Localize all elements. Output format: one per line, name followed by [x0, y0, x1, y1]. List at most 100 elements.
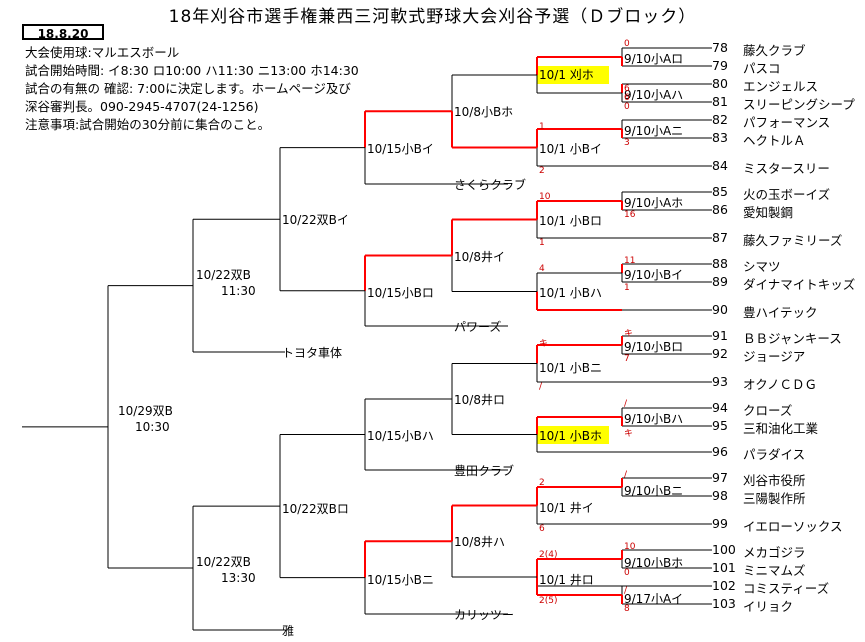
team-name: 藤久ファミリーズ [743, 233, 843, 248]
team-name: 三和油化工業 [743, 421, 819, 436]
team-number: 85 [712, 184, 728, 199]
match-label-r2: 10/1 小Bニ [539, 361, 602, 375]
team-number: 88 [712, 256, 728, 271]
team-name: ミスタースリー [743, 161, 830, 176]
team-name: イリョク [743, 599, 794, 614]
team-name: 火の玉ボーイズ [743, 187, 831, 202]
match-time-r6: 13:30 [221, 571, 256, 585]
team-name: 三陽製作所 [743, 491, 806, 506]
match-label-r1: 9/10小Bロ [624, 340, 684, 354]
team-name: ジョージア [743, 349, 806, 364]
score-mark: 7 [624, 354, 630, 364]
team-name: オクノＣＤＧ [743, 377, 818, 392]
team-name: 藤久クラブ [743, 43, 806, 58]
team-number: 94 [712, 400, 728, 415]
team-name: スリーピングシープ [743, 97, 855, 112]
match-label-r1: 9/10小Bホ [624, 556, 684, 570]
score-mark: 2(5) [539, 596, 558, 606]
info-start-time: 試合開始時間: イ8:30 ロ10:00 ハ11:30 ニ13:00 ホ14:3… [25, 63, 359, 78]
score-mark: / [624, 586, 628, 596]
team-number: 90 [712, 302, 728, 317]
score-mark: 10 [624, 542, 636, 552]
match-label-r6: 10/22双B [196, 555, 251, 569]
team-number: 78 [712, 40, 728, 55]
team-name: メカゴジラ [743, 545, 806, 560]
team-number: 82 [712, 112, 728, 127]
match-label-r2: 10/1 小Bイ [539, 142, 602, 156]
score-mark: 4 [539, 264, 545, 274]
team-number: 86 [712, 202, 728, 217]
score-mark: 16 [624, 210, 636, 220]
team-name: ミニマムズ [743, 563, 806, 578]
team-number: 100 [712, 542, 736, 557]
match-label-r2: 10/1 小Bハ [539, 286, 602, 300]
score-mark: 1 [539, 238, 545, 248]
match-label-r1: 9/10小Aハ [624, 88, 684, 102]
score-mark: 2 [539, 166, 545, 176]
match-label-r4: 10/15小Bロ [367, 286, 434, 300]
score-mark: 1 [539, 122, 545, 132]
team-name: エンジェルス [743, 79, 819, 94]
match-label-r1: 9/10小Bイ [624, 268, 684, 282]
match-label-r2: 10/1 小Bロ [539, 214, 602, 228]
seed-team-name: カリッツー [454, 608, 515, 622]
match-label-r3: 10/8井ロ [454, 393, 505, 407]
match-label-r1: 9/17小Aイ [624, 592, 684, 606]
team-number: 101 [712, 560, 736, 575]
team-number: 92 [712, 346, 728, 361]
date-stamp: 18.8.20 [22, 24, 104, 41]
team-name: シマツ [743, 259, 781, 274]
team-number: 102 [712, 578, 736, 593]
team-name: パスコ [743, 61, 781, 76]
team-number: 97 [712, 470, 728, 485]
info-notice: 注意事項:試合開始の30分前に集合のこと。 [25, 117, 271, 132]
score-mark: 0 [624, 39, 630, 49]
score-mark: / [539, 382, 543, 392]
seed-team-name: さくらクラブ [454, 178, 527, 192]
team-name: パラダイス [743, 447, 806, 462]
match-label-r2: 10/1 井ロ [539, 573, 594, 587]
team-name: ダイナマイトキッズ [743, 277, 856, 292]
score-mark: 11 [624, 256, 636, 266]
match-time-final: 10:30 [135, 420, 170, 434]
team-name: 豊ハイテック [743, 305, 818, 320]
score-mark: 10 [539, 192, 551, 202]
score-mark: 0 [624, 568, 630, 578]
team-name: ヘクトルＡ [743, 133, 806, 148]
match-label-r5: 10/22双Bロ [282, 502, 349, 516]
team-number: 83 [712, 130, 728, 145]
score-mark: 3 [624, 138, 630, 148]
match-label-r4: 10/15小Bハ [367, 429, 434, 443]
match-time-r6: 11:30 [221, 284, 256, 298]
score-mark: 2(4) [539, 550, 558, 560]
score-mark: / [624, 399, 628, 409]
info-confirm: 試合の有無の 確認: 7:00に決定します。ホームページ及び [25, 81, 351, 96]
team-name: 愛知製鋼 [743, 205, 794, 220]
score-mark: 6 [539, 524, 545, 534]
match-label-r2: 10/1 刈ホ [539, 68, 594, 82]
team-number: 84 [712, 158, 728, 173]
team-number: 98 [712, 488, 728, 503]
team-name: ＢＢジャンキース [743, 331, 842, 346]
score-mark: キ [624, 429, 634, 439]
score-mark: キ [539, 339, 549, 349]
match-label-r2: 10/1 井イ [539, 501, 594, 515]
match-label-r5: 10/22双Bイ [282, 213, 349, 227]
highlight-box [537, 426, 609, 444]
team-number: 89 [712, 274, 728, 289]
team-number: 95 [712, 418, 728, 433]
score-mark: 2 [539, 478, 545, 488]
score-mark: / [624, 470, 628, 480]
seed-team-name: 豊田クラブ [454, 464, 515, 478]
score-mark: キ [624, 329, 634, 339]
team-name: 刈谷市役所 [743, 473, 806, 488]
team-number: 80 [712, 76, 728, 91]
score-mark: 6 [624, 84, 630, 94]
seed-team-name: 雅 [282, 624, 295, 638]
match-label-final: 10/29双B [118, 404, 173, 418]
page-title: 18年刈谷市選手権兼西三河軟式野球大会刈谷予選（Ｄブロック） [168, 7, 697, 27]
team-name: イエローソックス [743, 519, 843, 534]
team-name: コミスティーズ [743, 581, 830, 596]
info-ball: 大会使用球:マルエスボール [25, 45, 180, 60]
